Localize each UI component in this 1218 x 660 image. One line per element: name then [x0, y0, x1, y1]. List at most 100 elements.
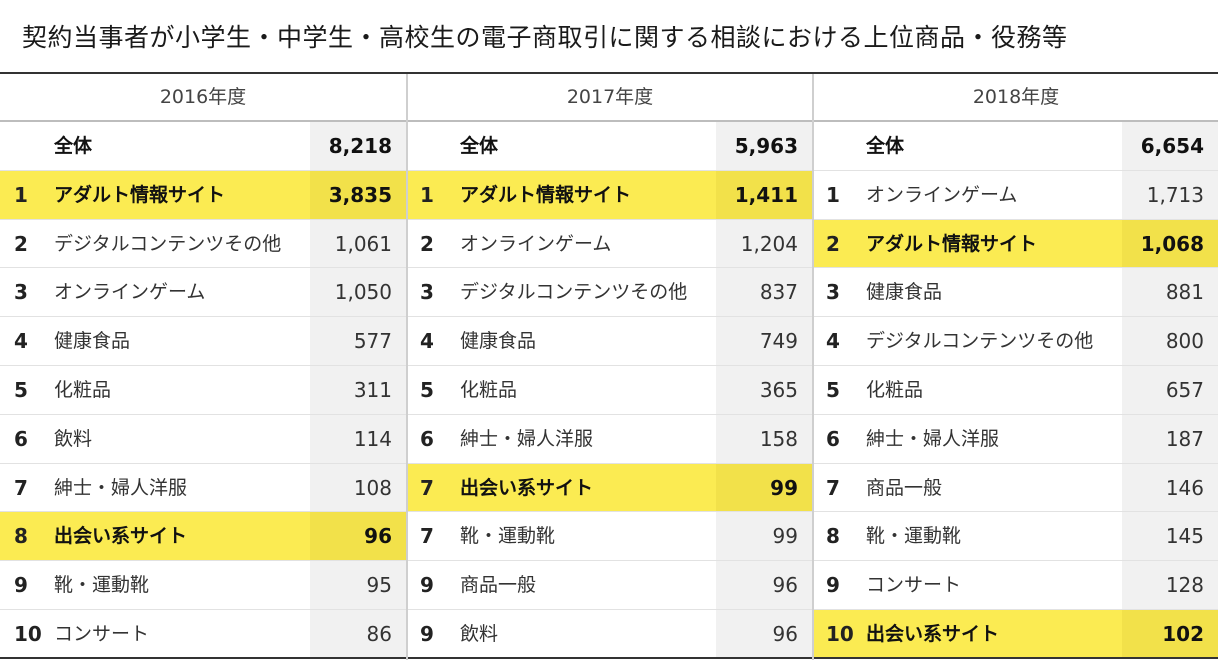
- item-name: アダルト情報サイト: [460, 183, 632, 206]
- item-name: 靴・運動靴: [54, 574, 150, 597]
- table-row: 4 デジタルコンテンツその他 800: [814, 317, 1218, 366]
- item-count: 128: [1122, 561, 1218, 609]
- item-name: 健康食品: [866, 281, 943, 304]
- item-count: 99: [716, 463, 812, 512]
- table-row: 7 出会い系サイト 99: [408, 463, 812, 513]
- item-name: 出会い系サイト: [460, 476, 594, 499]
- item-name: 健康食品: [460, 330, 537, 353]
- item-name: 靴・運動靴: [460, 525, 556, 548]
- item-count: 837: [716, 268, 812, 317]
- item-name: 紳士・婦人洋服: [460, 427, 594, 450]
- rank: 10: [14, 621, 42, 646]
- item-name: アダルト情報サイト: [866, 232, 1038, 255]
- item-name: アダルト情報サイト: [54, 183, 226, 206]
- rank: 1: [826, 182, 840, 207]
- rank: 9: [420, 573, 434, 598]
- table-row: 9 飲料 96: [408, 609, 812, 659]
- item-name: 商品一般: [866, 476, 943, 499]
- table-row: 9 商品一般 96: [408, 561, 812, 610]
- table-row: 1 アダルト情報サイト 3,835: [0, 170, 406, 220]
- table-row: 2 オンラインゲーム 1,204: [408, 219, 812, 269]
- rank: 4: [826, 329, 840, 354]
- table-row: 10 出会い系サイト 102: [814, 609, 1218, 659]
- item-name: コンサート: [54, 622, 150, 645]
- total-row: 全体 5,963: [408, 122, 812, 171]
- table-row: 8 出会い系サイト 96: [0, 512, 406, 562]
- item-name: 商品一般: [460, 574, 537, 597]
- item-name: 出会い系サイト: [866, 622, 1000, 645]
- item-name: 出会い系サイト: [54, 525, 188, 548]
- table-row: 5 化粧品 657: [814, 365, 1218, 415]
- rank: 2: [14, 231, 28, 256]
- table-row: 6 飲料 114: [0, 414, 406, 464]
- item-count: 95: [310, 561, 406, 609]
- table-row: 10 コンサート 86: [0, 609, 406, 659]
- year-header: 2017年度: [408, 74, 812, 122]
- item-name: 化粧品: [460, 378, 518, 401]
- item-name: 飲料: [54, 427, 93, 450]
- table-row: 9 靴・運動靴 95: [0, 561, 406, 610]
- table-row: 3 健康食品 881: [814, 268, 1218, 318]
- rank: 8: [14, 524, 28, 549]
- total-value: 5,963: [716, 122, 812, 170]
- table-row: 2 アダルト情報サイト 1,068: [814, 219, 1218, 269]
- rank: 1: [14, 182, 28, 207]
- rank: 8: [826, 524, 840, 549]
- rank: 7: [14, 475, 28, 500]
- item-name: 化粧品: [54, 378, 112, 401]
- item-count: 3,835: [310, 170, 406, 219]
- rank: 10: [826, 621, 854, 646]
- item-name: オンラインゲーム: [866, 183, 1018, 206]
- item-name: コンサート: [866, 574, 962, 597]
- rank: 2: [826, 231, 840, 256]
- table-row: 1 アダルト情報サイト 1,411: [408, 170, 812, 220]
- item-count: 102: [1122, 609, 1218, 657]
- year-column-2018: 2018年度 全体 6,654 1 オンラインゲーム 1,713 2 アダルト情報サイ…: [812, 74, 1218, 660]
- table-row: 7 紳士・婦人洋服 108: [0, 463, 406, 513]
- year-column-2017: 2017年度 全体 5,963 1 アダルト情報サイト 1,411 2 オンラインゲー…: [406, 74, 812, 660]
- item-count: 86: [310, 609, 406, 657]
- table-row: 3 オンラインゲーム 1,050: [0, 268, 406, 318]
- page-title: 契約当事者が小学生・中学生・高校生の電子商取引に関する相談における上位商品・役務…: [22, 23, 1068, 52]
- rank: 5: [420, 377, 434, 402]
- table-row: 8 靴・運動靴 145: [814, 512, 1218, 562]
- table-row: 6 紳士・婦人洋服 158: [408, 414, 812, 464]
- table-row: 9 コンサート 128: [814, 561, 1218, 610]
- item-count: 114: [310, 414, 406, 463]
- item-count: 311: [310, 365, 406, 414]
- item-name: 飲料: [460, 622, 499, 645]
- rank: 9: [826, 573, 840, 598]
- item-count: 1,204: [716, 219, 812, 268]
- item-name: 紳士・婦人洋服: [866, 427, 1000, 450]
- table-row: 6 紳士・婦人洋服 187: [814, 414, 1218, 464]
- total-label: 全体: [866, 135, 905, 157]
- rank: 6: [420, 426, 434, 451]
- total-label: 全体: [460, 135, 499, 157]
- total-value: 8,218: [310, 122, 406, 170]
- item-count: 657: [1122, 365, 1218, 414]
- rank: 9: [14, 573, 28, 598]
- total-value: 6,654: [1122, 122, 1218, 170]
- item-name: デジタルコンテンツその他: [460, 281, 688, 304]
- rank: 3: [14, 280, 28, 305]
- total-row: 全体 6,654: [814, 122, 1218, 171]
- item-count: 1,061: [310, 219, 406, 268]
- item-count: 1,050: [310, 268, 406, 317]
- item-count: 1,068: [1122, 219, 1218, 268]
- total-label: 全体: [54, 135, 93, 157]
- item-name: 健康食品: [54, 330, 131, 353]
- rank: 3: [420, 280, 434, 305]
- table-row: 7 靴・運動靴 99: [408, 512, 812, 562]
- table-row: 5 化粧品 365: [408, 365, 812, 415]
- year-column-2016: 2016年度 全体 8,218 1 アダルト情報サイト 3,835 2 デジタルコンテ…: [0, 74, 406, 660]
- item-count: 99: [716, 512, 812, 561]
- item-name: 靴・運動靴: [866, 525, 962, 548]
- table-row: 1 オンラインゲーム 1,713: [814, 170, 1218, 220]
- rank: 4: [420, 329, 434, 354]
- rank: 5: [826, 377, 840, 402]
- rank: 7: [420, 524, 434, 549]
- rank: 1: [420, 182, 434, 207]
- rank: 6: [826, 426, 840, 451]
- rank: 9: [420, 621, 434, 646]
- rank: 5: [14, 377, 28, 402]
